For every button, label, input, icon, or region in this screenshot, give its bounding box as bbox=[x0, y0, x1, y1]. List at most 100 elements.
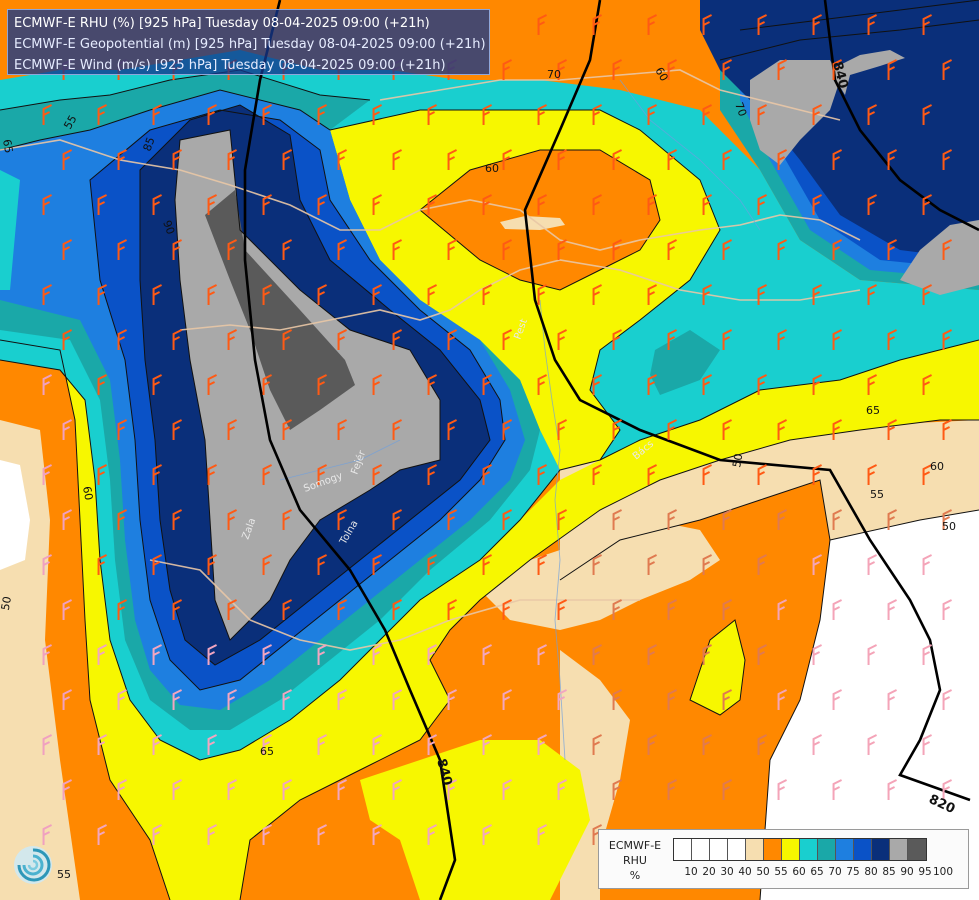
wind-barb-icon bbox=[647, 284, 658, 305]
legend-swatch bbox=[872, 839, 890, 860]
wind-barb-icon bbox=[612, 239, 623, 260]
wind-barb-icon bbox=[152, 554, 163, 575]
wind-barb-icon bbox=[97, 104, 108, 125]
wind-barb-icon bbox=[722, 419, 733, 440]
wind-barb-icon bbox=[757, 104, 768, 125]
wind-barb-icon bbox=[702, 554, 713, 575]
wind-barb-icon bbox=[42, 374, 53, 395]
wind-barb-icon bbox=[502, 779, 513, 800]
wind-barb-icon bbox=[942, 599, 953, 620]
wind-barb-icon bbox=[502, 149, 513, 170]
contour-label-rhu: 50 bbox=[730, 452, 745, 468]
wind-barb-icon bbox=[667, 419, 678, 440]
map-title-box: ECMWF-E RHU (%) [925 hPa] Tuesday 08-04-… bbox=[7, 9, 490, 75]
rhu-fill-90-ne3 bbox=[830, 50, 905, 95]
wind-barb-icon bbox=[757, 374, 768, 395]
rhu-fill-50-north bbox=[500, 216, 565, 230]
wind-barb-icon bbox=[337, 239, 348, 260]
wind-barb-icon bbox=[812, 104, 823, 125]
contour-label-rhu: 70 bbox=[732, 101, 749, 119]
wind-barb-icon bbox=[647, 194, 658, 215]
wind-barb-icon bbox=[867, 374, 878, 395]
wind-barb-icon bbox=[537, 464, 548, 485]
wind-barb-icon bbox=[887, 149, 898, 170]
wind-barb-icon bbox=[612, 149, 623, 170]
wind-barb-icon bbox=[207, 374, 218, 395]
wind-barb-icon bbox=[482, 104, 493, 125]
wind-barb-icon bbox=[117, 509, 128, 530]
wind-barb-icon bbox=[777, 149, 788, 170]
wind-barb-icon bbox=[537, 824, 548, 845]
wind-barb-icon bbox=[612, 779, 623, 800]
legend-swatch bbox=[764, 839, 782, 860]
wind-barb-icon bbox=[942, 779, 953, 800]
wind-barb-icon bbox=[867, 464, 878, 485]
wind-barb-icon bbox=[592, 14, 603, 35]
wind-barb-icon bbox=[867, 284, 878, 305]
wind-barb-icon bbox=[702, 14, 713, 35]
wind-barb-icon bbox=[667, 689, 678, 710]
wind-barb-icon bbox=[867, 734, 878, 755]
wind-barb-icon bbox=[262, 374, 273, 395]
wind-barb-icon bbox=[262, 104, 273, 125]
legend-tick-label: 40 bbox=[738, 866, 752, 878]
wind-barb-icon bbox=[282, 509, 293, 530]
wind-barb-icon bbox=[702, 284, 713, 305]
wind-barb-icon bbox=[537, 14, 548, 35]
wind-barb-icon bbox=[667, 329, 678, 350]
contour-label-geopotential: 840 bbox=[829, 60, 851, 90]
legend-tick-label: 50 bbox=[756, 866, 770, 878]
wind-barb-icon bbox=[282, 329, 293, 350]
wind-barb-icon bbox=[282, 239, 293, 260]
place-label: Pest bbox=[512, 317, 530, 341]
rhu-fill-below-50-west bbox=[0, 460, 30, 570]
legend-tick-label: 10 bbox=[684, 866, 698, 878]
wind-barb-icon bbox=[372, 374, 383, 395]
rivers bbox=[279, 79, 761, 761]
legend-swatch bbox=[890, 839, 908, 860]
wind-barb-icon bbox=[42, 284, 53, 305]
wind-barb-icon bbox=[372, 554, 383, 575]
wind-barb-icon bbox=[667, 779, 678, 800]
wind-barb-icon bbox=[647, 14, 658, 35]
wind-barb-icon bbox=[227, 779, 238, 800]
wind-barb-icon bbox=[922, 14, 933, 35]
place-label: Somogy bbox=[302, 471, 344, 495]
wind-barb-icon bbox=[427, 284, 438, 305]
wind-barb-icon bbox=[172, 779, 183, 800]
wind-barb-icon bbox=[867, 14, 878, 35]
place-label: Fejér bbox=[349, 448, 369, 476]
wind-barb-icon bbox=[832, 419, 843, 440]
wind-barb-icon bbox=[337, 419, 348, 440]
wind-barb-icon bbox=[62, 329, 73, 350]
wind-barb-icon bbox=[592, 734, 603, 755]
wind-barb-icon bbox=[832, 59, 843, 80]
wind-barb-icon bbox=[812, 194, 823, 215]
wind-barb-icon bbox=[172, 329, 183, 350]
wind-barb-icon bbox=[62, 239, 73, 260]
wind-barb-icon bbox=[227, 689, 238, 710]
wind-barb-icon bbox=[502, 239, 513, 260]
wind-barb-icon bbox=[392, 239, 403, 260]
wind-barb-icon bbox=[447, 329, 458, 350]
wind-barb-icon bbox=[647, 644, 658, 665]
wind-barb-icon bbox=[812, 284, 823, 305]
wind-barb-icon bbox=[337, 329, 348, 350]
contour-label-rhu: 60 bbox=[930, 460, 944, 473]
wind-barb-icon bbox=[502, 509, 513, 530]
wind-barb-icon bbox=[282, 689, 293, 710]
place-label: Bács bbox=[630, 438, 656, 462]
wind-barb-icon bbox=[557, 329, 568, 350]
wind-barb-icon bbox=[317, 824, 328, 845]
ecmwf-logo-icon bbox=[12, 842, 54, 888]
wind-barb-icon bbox=[227, 599, 238, 620]
wind-barb-icon bbox=[372, 824, 383, 845]
wind-barb-icon bbox=[722, 689, 733, 710]
wind-barb-icon bbox=[592, 194, 603, 215]
wind-barb-icon bbox=[647, 374, 658, 395]
wind-barb-icon bbox=[372, 194, 383, 215]
wind-barb-icon bbox=[922, 734, 933, 755]
wind-barb-icon bbox=[427, 734, 438, 755]
wind-barb-icon bbox=[757, 194, 768, 215]
